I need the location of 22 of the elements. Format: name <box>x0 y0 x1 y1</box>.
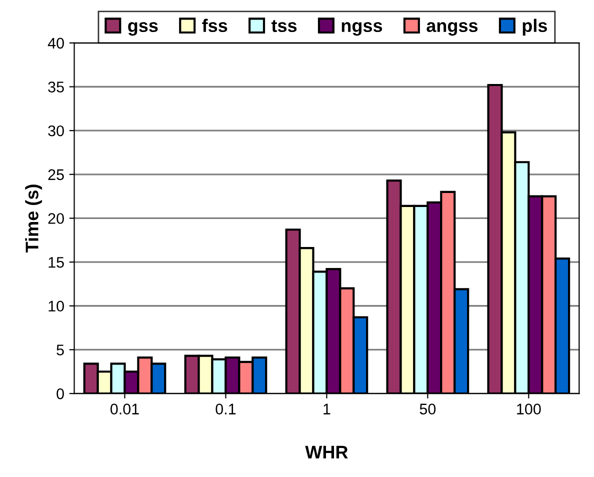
legend-label: fss <box>202 18 228 32</box>
legend-label: ngss <box>342 22 382 36</box>
x-tick-label: 100 <box>517 404 541 414</box>
legend-label: angss <box>426 22 478 36</box>
y-tick-label: 10 <box>48 300 64 312</box>
legend-label: pls <box>522 18 547 36</box>
y-tick-label: 5 <box>56 344 64 356</box>
x-tick-label: 1 <box>324 404 330 414</box>
y-tick-label: 0 <box>56 388 64 400</box>
legend-label: gss <box>128 22 158 36</box>
x-tick-label: 0.01 <box>110 404 139 414</box>
y-tick-label: 40 <box>48 38 64 49</box>
y-axis-title: Time (s) <box>25 184 42 252</box>
y-tick-label: 35 <box>48 82 64 92</box>
y-tick-label: 15 <box>48 257 64 268</box>
x-tick-label: 50 <box>420 404 436 414</box>
legend-label: tss <box>271 20 297 32</box>
y-tick-label: 30 <box>48 125 64 136</box>
x-tick-label: 0.1 <box>216 404 236 414</box>
y-tick-label: 25 <box>48 169 64 180</box>
x-axis-title: WHR <box>305 446 348 458</box>
y-tick-label: 20 <box>48 213 64 224</box>
